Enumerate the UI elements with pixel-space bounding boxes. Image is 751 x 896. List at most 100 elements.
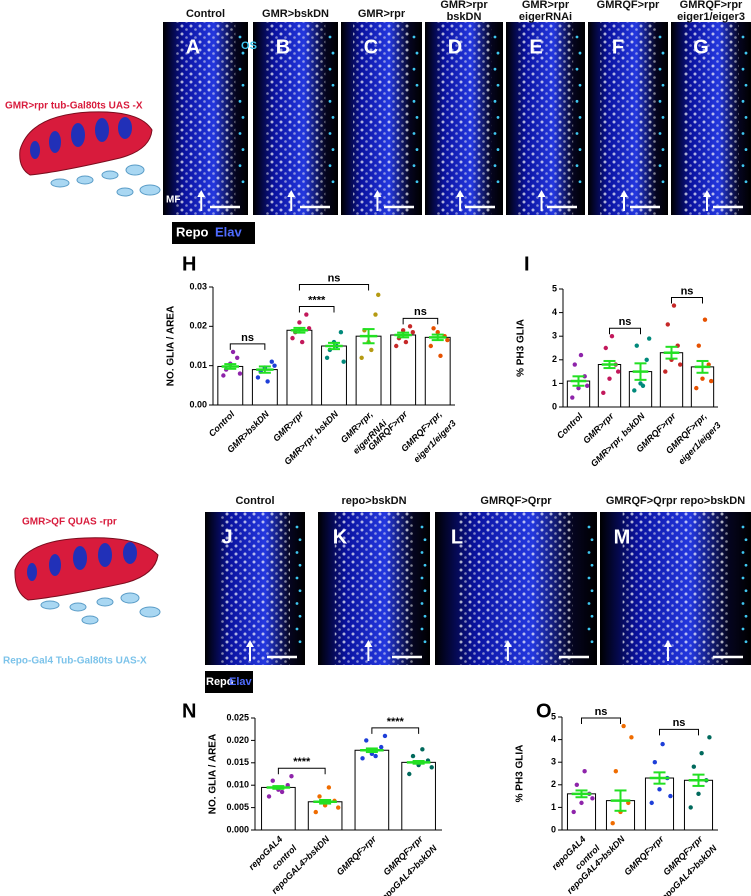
os-marker [496, 116, 500, 119]
os-marker [658, 164, 662, 168]
micrograph-repo [683, 22, 739, 215]
os-marker [590, 614, 594, 618]
data-point [706, 362, 711, 367]
data-point [269, 359, 274, 364]
os-marker [493, 132, 497, 135]
os-marker [241, 116, 245, 119]
mf-arrowhead [373, 190, 382, 197]
mf-arrowhead [537, 190, 546, 197]
data-point [317, 794, 322, 799]
micrograph-repo [220, 512, 290, 665]
y-axis-label: NO. GLIA / AREA [166, 306, 177, 386]
data-point [607, 376, 612, 381]
y-tick-label: 0.000 [226, 824, 249, 834]
data-point [403, 339, 409, 345]
os-marker [578, 116, 582, 119]
os-marker [415, 116, 419, 119]
panel-title: GMR>rpr eigerRNAi [518, 0, 573, 23]
os-marker [493, 164, 497, 168]
genotype-label: GMR>QF QUAS -rpr [22, 517, 117, 528]
data-point [578, 352, 584, 358]
os-marker [423, 538, 427, 542]
y-tick-label: 0.025 [226, 712, 249, 722]
os-marker [744, 83, 748, 87]
data-point [255, 375, 261, 380]
data-point [341, 359, 346, 364]
panel-title: repo>bskDN [341, 495, 407, 507]
data-point [376, 292, 381, 298]
os-marker [741, 99, 745, 103]
significance-bracket [298, 284, 370, 291]
os-marker [331, 51, 335, 55]
micrograph-repo [175, 22, 236, 215]
stain-elav: Elav [215, 224, 243, 239]
y-tick-label: 0.03 [189, 281, 207, 291]
micrograph-repo [600, 22, 656, 215]
data-point [230, 349, 236, 355]
micrograph-repo [353, 22, 410, 215]
os-marker [744, 589, 748, 593]
panel-letter: B [276, 36, 290, 58]
os-marker [744, 563, 748, 567]
os-marker [331, 180, 335, 184]
os-marker [420, 551, 424, 554]
data-point [265, 379, 270, 384]
data-point [632, 388, 637, 393]
os-marker [241, 51, 245, 55]
data-point [304, 312, 309, 317]
panel-letter: F [612, 36, 624, 58]
data-point [272, 363, 277, 368]
y-tick-label: 2 [551, 779, 556, 789]
data-point [694, 385, 699, 391]
os-marker [328, 67, 332, 71]
data-point [590, 796, 595, 801]
data-point [609, 334, 615, 339]
bar [683, 779, 714, 831]
data-point [663, 369, 668, 374]
panel-letter: G [693, 36, 709, 58]
panel-title: Control [235, 495, 275, 507]
significance-bracket [659, 728, 699, 736]
os-marker [415, 83, 419, 87]
os-marker [590, 538, 594, 542]
genotype-label: GMR>rpr tub-Gal80ts UAS -X [5, 101, 143, 112]
os-marker [298, 614, 302, 618]
os-marker [578, 83, 582, 87]
os-marker [420, 627, 424, 631]
os-marker [575, 132, 579, 135]
data-point [613, 769, 619, 774]
data-point [696, 343, 701, 348]
os-marker [741, 67, 745, 71]
os-marker [241, 83, 245, 87]
y-tick-label: 2 [552, 354, 557, 364]
y-tick-label: 0.02 [189, 321, 207, 331]
os-marker [415, 180, 419, 184]
os-marker [661, 51, 665, 55]
eye-disc-schematic [19, 111, 161, 197]
y-tick-label: 5 [552, 283, 557, 293]
panel-letter: E [529, 36, 542, 58]
y-tick-label: 4 [551, 734, 556, 744]
data-point [237, 371, 243, 376]
data-point [435, 330, 440, 335]
bar [424, 336, 451, 406]
stain-legend [172, 222, 255, 244]
panel-title: GMR>rpr bskDN [440, 0, 488, 23]
data-point [696, 791, 701, 797]
data-point [289, 774, 294, 779]
os-marker [298, 538, 302, 542]
data-point [270, 778, 275, 783]
micrograph-repo [265, 22, 326, 215]
os-marker [575, 35, 579, 39]
os-marker [328, 164, 332, 168]
significance-label: **** [308, 294, 326, 306]
os-marker [420, 525, 424, 529]
panel-title: GMRQF>rpr [596, 0, 660, 11]
data-point [445, 337, 450, 343]
data-point [707, 735, 712, 740]
y-axis-label: NO. GLIA / AREA [208, 734, 219, 814]
significance-label: **** [387, 716, 405, 728]
x-tick-label: GMRQF>rpr [335, 834, 379, 878]
stain-repo: Repo [206, 676, 234, 688]
data-point [336, 805, 341, 810]
